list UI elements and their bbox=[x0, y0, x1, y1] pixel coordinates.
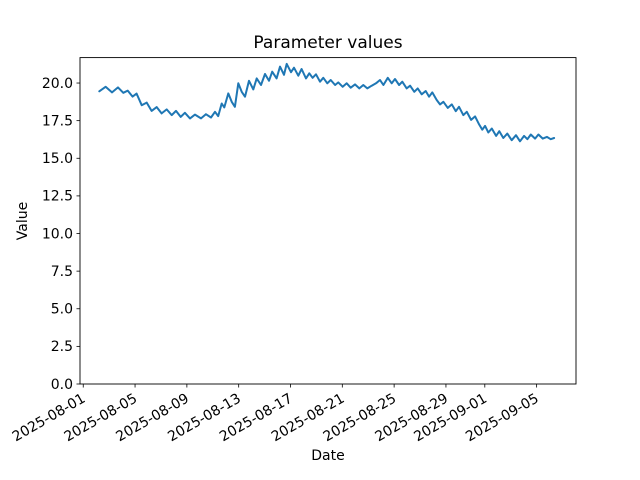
x-axis-label: Date bbox=[311, 448, 344, 464]
y-tick-label: 12.5 bbox=[42, 189, 73, 205]
y-tick-label: 10.0 bbox=[42, 226, 73, 242]
y-tick-label: 5.0 bbox=[51, 302, 73, 318]
chart-title: Parameter values bbox=[253, 33, 402, 53]
y-tick-label: 17.5 bbox=[42, 113, 73, 129]
axis-ticks: 2025-08-012025-08-052025-08-092025-08-13… bbox=[10, 76, 542, 445]
axes-frame bbox=[79, 57, 577, 385]
y-tick-label: 20.0 bbox=[42, 76, 73, 92]
y-axis-label: Value bbox=[15, 202, 31, 240]
y-tick-label: 7.5 bbox=[51, 264, 73, 280]
parameter-series-line bbox=[98, 62, 556, 143]
y-tick-label: 15.0 bbox=[42, 151, 73, 167]
y-tick-label: 2.5 bbox=[51, 339, 73, 355]
y-tick-label: 0.0 bbox=[51, 377, 73, 393]
